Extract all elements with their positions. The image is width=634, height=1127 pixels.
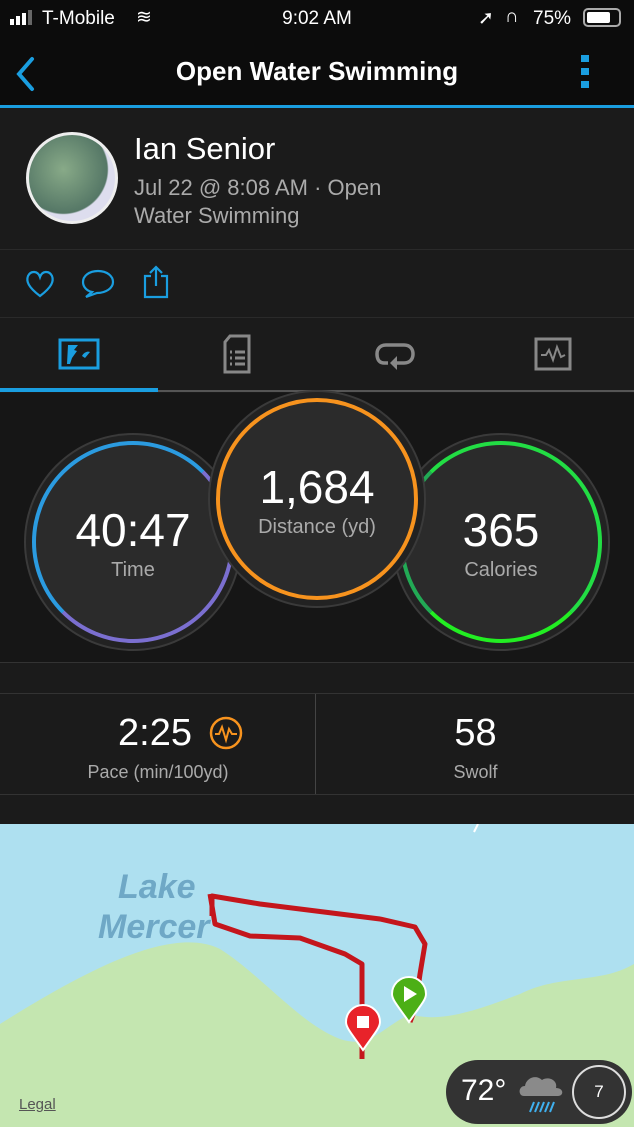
lake-label-2: Mercer — [98, 908, 210, 946]
start-marker-icon[interactable] — [390, 976, 428, 1024]
stats-icon — [58, 338, 100, 370]
wind-speed: 7 — [594, 1082, 604, 1101]
avatar[interactable] — [26, 132, 118, 224]
distance-ring[interactable]: 1,684 Distance (yd) — [216, 398, 418, 600]
time-value: 40:47 — [75, 503, 191, 556]
carrier: T-Mobile — [42, 8, 115, 29]
time-ring[interactable]: 40:47 Time — [32, 441, 234, 643]
legal-link[interactable]: Legal — [19, 1096, 56, 1113]
activity-date: Jul 22 @ 8:08 AM · Open — [134, 175, 382, 200]
swolf-label: Swolf — [453, 762, 498, 782]
pace-label: Pace (min/100yd) — [87, 762, 229, 782]
lake-label: Lake — [118, 868, 196, 906]
calories-value: 365 — [462, 503, 540, 556]
tab-bar — [0, 318, 634, 392]
lake-water — [0, 824, 634, 1042]
headphones-icon: ∩ — [505, 6, 519, 27]
swolf-value: 58 — [454, 712, 497, 754]
tab-details[interactable] — [158, 318, 316, 390]
activity-header: Ian Senior Jul 22 @ 8:08 AM · Open Water… — [0, 111, 634, 250]
metrics-section: 40:47 Time 365 Calories 1,684 Distance (… — [0, 393, 634, 663]
back-button[interactable] — [14, 56, 36, 92]
wifi-icon: ≋ — [136, 7, 152, 28]
finish-marker-icon[interactable] — [344, 1004, 382, 1052]
share-icon[interactable] — [142, 264, 170, 300]
tab-laps[interactable] — [316, 318, 474, 390]
tab-charts[interactable] — [474, 318, 632, 390]
wind-indicator: 7 — [572, 1065, 626, 1119]
comment-icon[interactable] — [80, 268, 116, 300]
laps-icon — [375, 343, 415, 370]
calories-ring[interactable]: 365 Calories — [400, 441, 602, 643]
social-actions — [0, 250, 634, 318]
route-map[interactable]: Lake Mercer Legal 72° 7 — [0, 824, 634, 1127]
secondary-stats: 2:25 Pace (min/100yd) 58 Swolf — [0, 693, 634, 795]
activity-type: Water Swimming — [134, 203, 300, 228]
time-label: Time — [111, 558, 155, 581]
battery-icon — [583, 8, 621, 27]
clock: 9:02 AM — [282, 8, 352, 29]
distance-value: 1,684 — [259, 460, 375, 513]
pace-value: 2:25 — [118, 712, 192, 754]
tab-stats[interactable] — [0, 318, 158, 390]
active-tab-indicator — [0, 388, 158, 392]
swolf-stat: 58 Swolf — [317, 694, 634, 794]
nav-bar: Open Water Swimming — [0, 40, 634, 108]
details-icon — [223, 334, 251, 374]
page-title: Open Water Swimming — [175, 56, 459, 86]
charts-icon — [534, 337, 572, 371]
pace-chart-icon[interactable] — [209, 716, 243, 750]
weather-widget[interactable]: 72° 7 — [446, 1060, 632, 1124]
calories-label: Calories — [464, 558, 538, 581]
distance-label: Distance (yd) — [258, 515, 376, 538]
rain-cloud-icon — [519, 1077, 563, 1113]
status-bar: T-Mobile ≋ 9:02 AM ➚ ∩ 75% — [0, 0, 634, 40]
battery-percent: 75% — [533, 8, 572, 29]
temperature: 72° — [461, 1074, 507, 1107]
user-name[interactable]: Ian Senior — [134, 131, 276, 166]
location-icon: ➚ — [478, 8, 494, 29]
like-heart-icon[interactable] — [24, 269, 56, 299]
more-options-icon[interactable] — [581, 55, 589, 88]
signal-icon — [10, 10, 32, 25]
pace-stat: 2:25 Pace (min/100yd) — [0, 694, 316, 794]
